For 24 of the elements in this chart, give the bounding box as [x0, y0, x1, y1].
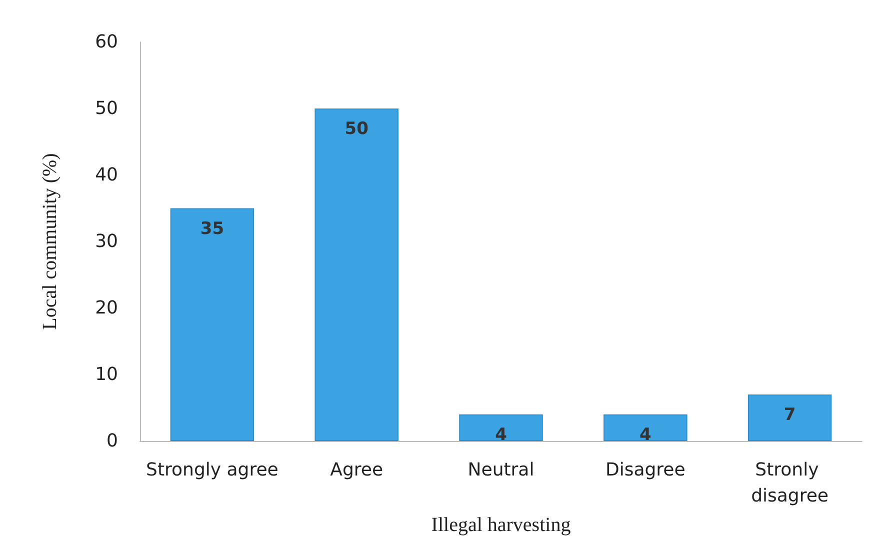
y-tick-label: 30	[95, 231, 118, 252]
x-tick-label: Agree	[330, 460, 384, 480]
y-tick-label: 20	[95, 298, 118, 318]
x-tick-label: Neutral	[468, 460, 534, 480]
data-label: 50	[344, 119, 369, 139]
y-tick-label: 60	[95, 32, 118, 52]
data-label: 35	[200, 218, 224, 239]
y-tick-label: 50	[95, 98, 118, 119]
y-tick-label: 40	[95, 164, 118, 186]
data-label: 4	[495, 424, 508, 445]
bar	[170, 208, 254, 441]
data-label: 4	[639, 424, 652, 445]
x-tick-label: Stronly disagree	[751, 460, 829, 506]
bar	[748, 394, 832, 441]
x-axis-title: Illegal harvesting	[431, 514, 571, 536]
x-tick-label: Disagree	[605, 460, 686, 480]
bar	[604, 414, 688, 441]
bar	[314, 108, 398, 441]
y-tick-label: 0	[106, 430, 118, 452]
data-label: 7	[784, 404, 796, 425]
x-tick-label: Strongly agree	[146, 460, 278, 480]
y-tick-label: 10	[95, 364, 118, 385]
y-axis-title: Local community (%)	[39, 153, 61, 330]
bar	[459, 414, 543, 441]
